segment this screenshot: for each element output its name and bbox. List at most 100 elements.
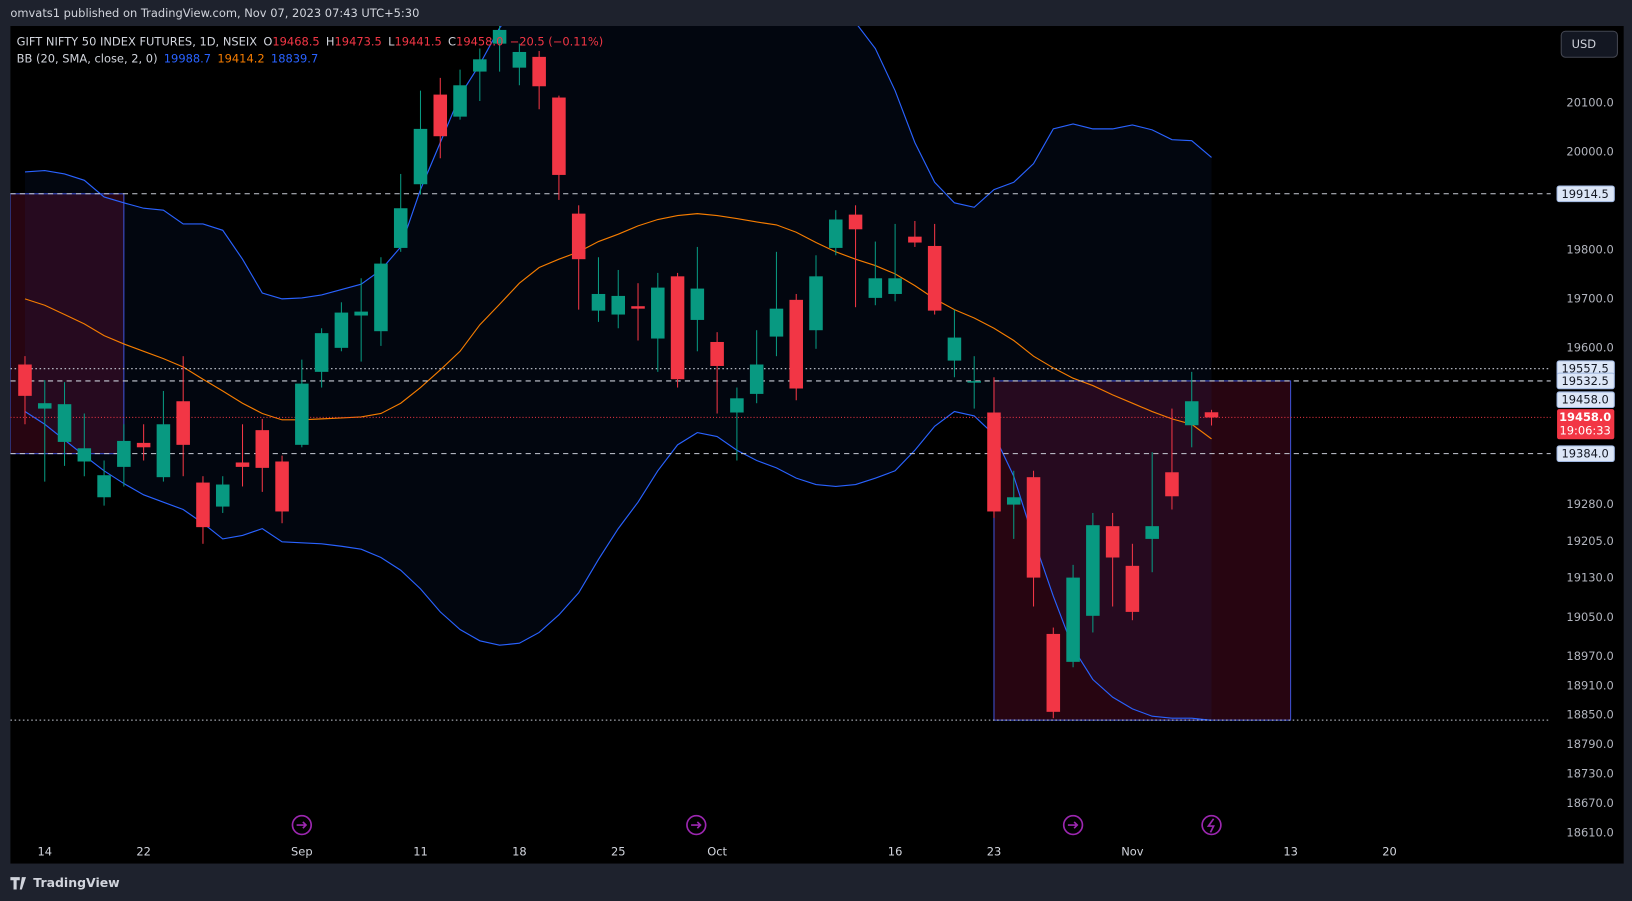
candle-body bbox=[235, 462, 250, 467]
candle-body bbox=[314, 333, 329, 372]
price-tag bbox=[1556, 372, 1615, 390]
legend-symbol: GIFT NIFTY 50 INDEX FUTURES, 1D, NSEIX bbox=[17, 34, 258, 48]
candle-body bbox=[947, 337, 962, 361]
legend-key: H bbox=[326, 34, 335, 48]
x-tick-label: 16 bbox=[888, 845, 903, 859]
y-tick-label: 18910.0 bbox=[1566, 678, 1613, 692]
candle-body bbox=[1165, 472, 1179, 497]
candle-body bbox=[275, 461, 289, 512]
currency-label[interactable]: USD bbox=[1572, 37, 1597, 51]
band-fill bbox=[24, 26, 1212, 721]
candle-body bbox=[908, 236, 922, 243]
candle-body bbox=[868, 278, 883, 298]
candle-body bbox=[591, 293, 606, 311]
y-tick-label: 19800.0 bbox=[1566, 242, 1613, 256]
y-tick-label: 19205.0 bbox=[1566, 534, 1613, 548]
candle-body bbox=[690, 288, 705, 320]
y-tick-label: 18850.0 bbox=[1566, 708, 1613, 722]
event-icon[interactable] bbox=[291, 814, 313, 836]
y-tick-label: 19050.0 bbox=[1566, 610, 1613, 624]
x-tick-label: 14 bbox=[37, 845, 52, 859]
legend-key: O bbox=[263, 34, 272, 48]
last-price-tag bbox=[1557, 409, 1615, 440]
candle-body bbox=[710, 341, 724, 366]
x-tick-label: 20 bbox=[1382, 845, 1397, 859]
candle-body bbox=[1086, 525, 1100, 616]
bb-middle bbox=[24, 213, 1212, 440]
x-tick-label: Sep bbox=[291, 845, 313, 859]
legend-value: 19441.5 bbox=[394, 34, 441, 48]
candle-body bbox=[1006, 497, 1021, 505]
price-tag bbox=[1556, 391, 1615, 409]
candle-body bbox=[37, 403, 52, 409]
candle-body bbox=[176, 401, 190, 445]
y-tick-label: 19600.0 bbox=[1566, 340, 1613, 354]
candle-body bbox=[611, 295, 626, 315]
y-tick-label: 19130.0 bbox=[1566, 571, 1613, 585]
legend-key: C bbox=[448, 34, 456, 48]
price-tag-label: 19914.5 bbox=[1562, 187, 1609, 201]
legend-value: 19458.0 bbox=[456, 34, 503, 48]
candle-body bbox=[651, 287, 665, 339]
event-icons bbox=[291, 814, 1222, 836]
last-price-label: 19458.0 bbox=[1559, 410, 1611, 424]
x-tick-label: 25 bbox=[611, 845, 626, 859]
candle-body bbox=[295, 383, 309, 445]
bb-value: 19414.2 bbox=[217, 51, 264, 65]
countdown-label: 19:06:33 bbox=[1559, 423, 1610, 437]
candle-body bbox=[769, 308, 784, 337]
x-tick-label: Nov bbox=[1121, 845, 1144, 859]
candle-body bbox=[492, 29, 507, 44]
candle-body bbox=[393, 208, 408, 248]
plot-area bbox=[10, 26, 1551, 721]
price-tag-label: 19384.0 bbox=[1562, 447, 1609, 461]
currency-button[interactable] bbox=[1560, 30, 1618, 58]
event-arrow bbox=[1067, 821, 1079, 829]
event-icon[interactable] bbox=[686, 814, 707, 836]
y-tick-label: 18790.0 bbox=[1566, 737, 1613, 751]
y-tick-label: 19280.0 bbox=[1566, 497, 1613, 511]
candle-body bbox=[1204, 412, 1219, 418]
candle-body bbox=[117, 440, 131, 467]
y-tick-label: 18970.0 bbox=[1566, 649, 1613, 663]
legend-value: 19473.5 bbox=[335, 34, 382, 48]
price-tag bbox=[1556, 185, 1615, 203]
candle-body bbox=[967, 381, 981, 383]
zone bbox=[993, 380, 1292, 721]
x-tick-label: 23 bbox=[987, 845, 1002, 859]
candle-body bbox=[1026, 477, 1041, 578]
candle-body bbox=[354, 311, 368, 316]
event-icon[interactable] bbox=[1062, 814, 1084, 836]
x-tick-label: 11 bbox=[413, 845, 428, 859]
candle-body bbox=[532, 56, 546, 87]
bb-upper bbox=[24, 26, 1212, 300]
chart-panel bbox=[10, 26, 1624, 864]
header-text: omvats1 published on TradingView.com, No… bbox=[10, 6, 419, 20]
candle-body bbox=[829, 219, 843, 248]
candle-body bbox=[374, 263, 388, 332]
y-tick-label: 18610.0 bbox=[1566, 825, 1613, 839]
candle-body bbox=[749, 364, 764, 394]
event-bolt bbox=[1206, 818, 1215, 833]
bb-value: 19988.7 bbox=[164, 51, 211, 65]
candle-body bbox=[552, 97, 566, 175]
candle-body bbox=[136, 442, 151, 448]
x-tick-label: 13 bbox=[1283, 845, 1298, 859]
candle-body bbox=[215, 484, 230, 507]
candle-body bbox=[453, 85, 467, 117]
legend-change: −20.5 (−0.11%) bbox=[510, 34, 604, 48]
candle-body bbox=[789, 299, 803, 389]
event-arrow bbox=[691, 821, 702, 829]
candle-body bbox=[1066, 577, 1080, 662]
candle-body bbox=[1046, 633, 1061, 712]
candle-body bbox=[1145, 526, 1159, 539]
candle-body bbox=[57, 404, 72, 442]
x-tick-label: 18 bbox=[512, 845, 527, 859]
y-tick-label: 20000.0 bbox=[1566, 144, 1613, 158]
candle-body bbox=[156, 424, 171, 478]
candle-body bbox=[512, 51, 527, 68]
candle-body bbox=[334, 312, 349, 348]
event-icon[interactable] bbox=[1201, 814, 1222, 836]
candle-body bbox=[433, 94, 448, 137]
